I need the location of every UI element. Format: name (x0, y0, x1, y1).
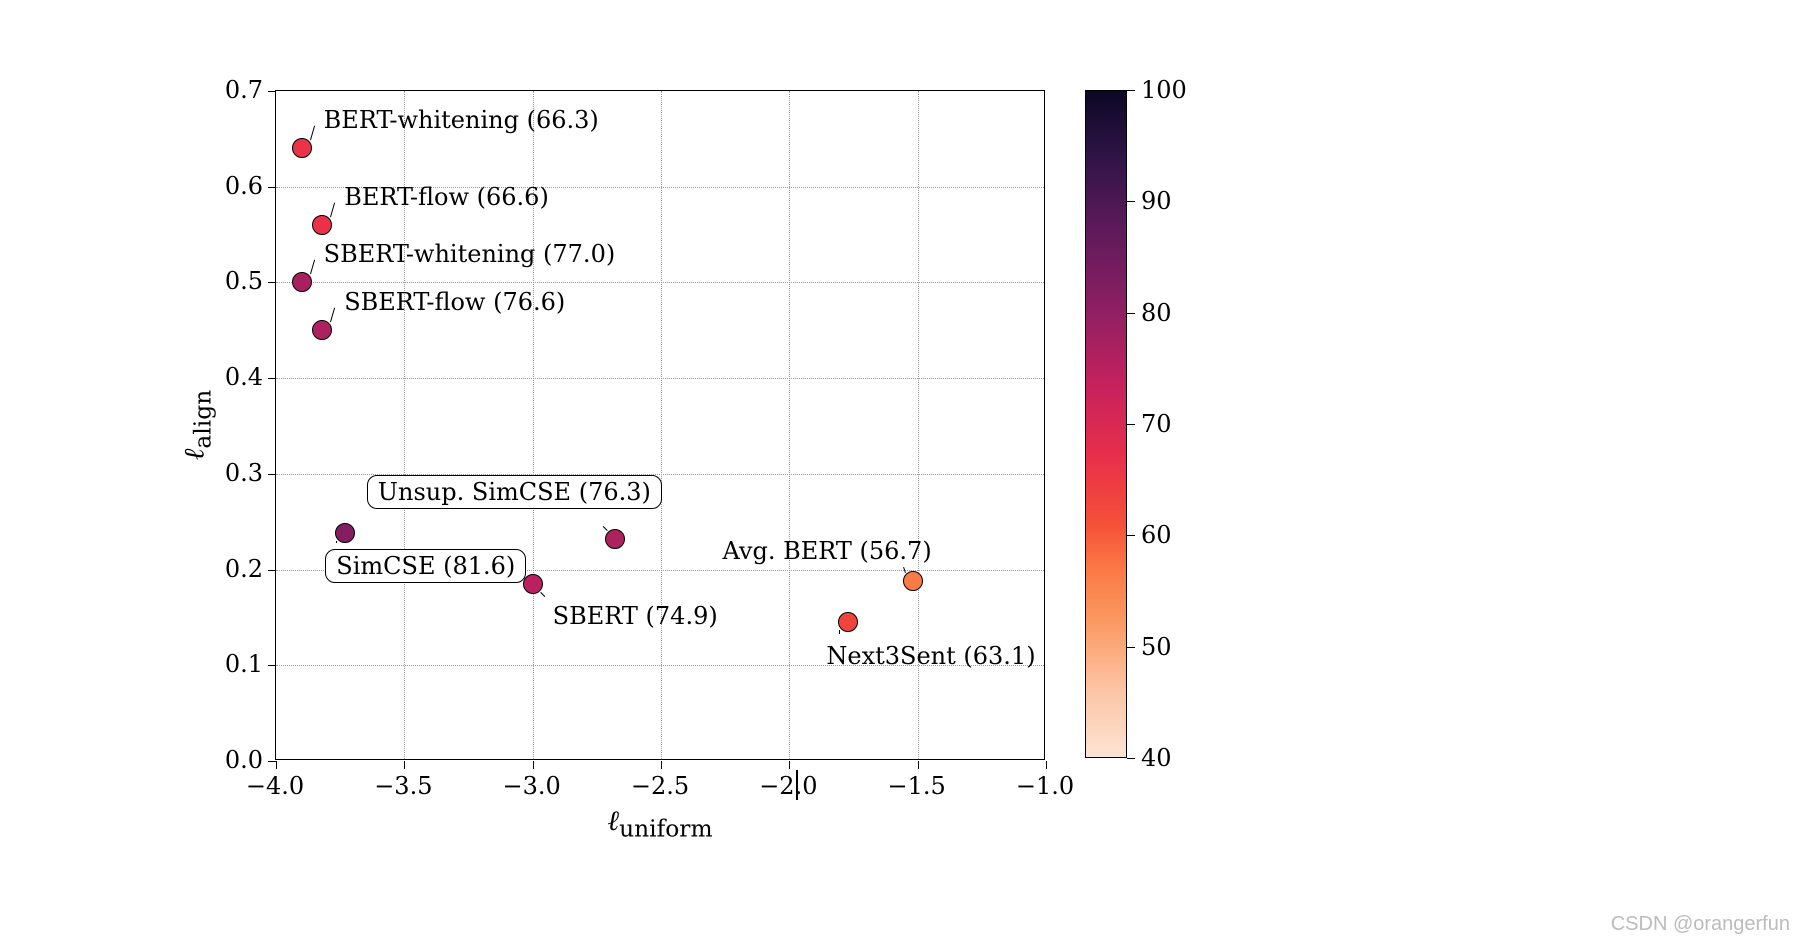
point-label-next3sent: Next3Sent (63.1) (826, 642, 1035, 670)
y-tick-label: 0.3 (225, 459, 263, 487)
x-tick-label: −1.0 (1016, 772, 1074, 800)
colorbar-tick-label: 60 (1141, 521, 1172, 549)
y-axis-label: ℓalign (178, 390, 217, 460)
y-tick (268, 474, 276, 475)
y-tick (268, 91, 276, 92)
point-label-sbert-flow: SBERT-flow (76.6) (344, 288, 565, 316)
y-tick-label: 0.4 (225, 363, 263, 391)
x-tick (1046, 761, 1047, 769)
y-tick-label: 0.6 (225, 172, 263, 200)
colorbar-tick (1127, 201, 1135, 202)
y-tick (268, 761, 276, 762)
colorbar-tick-label: 80 (1141, 299, 1172, 327)
point-simcse (335, 523, 355, 543)
leader-line (310, 260, 315, 274)
grid-line (276, 378, 1044, 379)
watermark: CSDN @orangerfun (1611, 913, 1790, 936)
plot-area: BERT-whitening (66.3) BERT-flow (66.6) SBE… (275, 90, 1045, 760)
x-tick (918, 761, 919, 769)
text-cursor-artifact (796, 770, 798, 800)
point-bert-flow (312, 215, 332, 235)
leader-line (330, 308, 335, 322)
x-tick (533, 761, 534, 769)
colorbar-tick (1127, 535, 1135, 536)
x-tick-label: −4.0 (246, 772, 304, 800)
colorbar-tick (1127, 90, 1135, 91)
colorbar-tick (1127, 758, 1135, 759)
leader-line (839, 630, 840, 634)
point-sbert (523, 574, 543, 594)
y-tick (268, 665, 276, 666)
point-label-sbert-whitening: SBERT-whitening (77.0) (324, 240, 616, 268)
point-sbert-whitening (292, 272, 312, 292)
point-label-sbert: SBERT (74.9) (553, 602, 718, 630)
y-tick (268, 282, 276, 283)
y-tick-label: 0.0 (225, 746, 263, 774)
point-next3sent (838, 612, 858, 632)
y-tick-label: 0.5 (225, 267, 263, 295)
point-unsup-simcse (605, 529, 625, 549)
point-avg-bert (903, 571, 923, 591)
colorbar-tick-label: 100 (1141, 76, 1187, 104)
leader-line (540, 592, 545, 597)
colorbar-tick-label: 50 (1141, 633, 1172, 661)
x-tick (276, 761, 277, 769)
grid-line (661, 91, 662, 759)
colorbar-tick (1127, 313, 1135, 314)
point-label-avg-bert: Avg. BERT (56.7) (723, 537, 932, 565)
y-tick-label: 0.2 (225, 555, 263, 583)
x-axis-label: ℓuniform (607, 804, 712, 843)
grid-line (276, 282, 1044, 283)
grid-line (789, 91, 790, 759)
colorbar-tick-label: 70 (1141, 410, 1172, 438)
y-tick-label: 0.7 (225, 76, 263, 104)
y-tick (268, 187, 276, 188)
leader-line (603, 526, 608, 531)
y-tick (268, 378, 276, 379)
colorbar-tick-label: 90 (1141, 187, 1172, 215)
x-tick (404, 761, 405, 769)
x-tick-label: −2.5 (631, 772, 689, 800)
point-label-bert-whitening: BERT-whitening (66.3) (324, 106, 599, 134)
leader-line (330, 203, 335, 217)
x-tick-label: −3.0 (503, 772, 561, 800)
colorbar-gradient (1085, 90, 1127, 758)
point-sbert-flow (312, 320, 332, 340)
point-label-unsup-simcse: Unsup. SimCSE (76.3) (367, 475, 662, 509)
colorbar-tick (1127, 647, 1135, 648)
x-tick-label: −3.5 (374, 772, 432, 800)
leader-line (903, 567, 906, 573)
x-tick-label: −1.5 (888, 772, 946, 800)
point-label-bert-flow: BERT-flow (66.6) (344, 183, 549, 211)
x-tick (661, 761, 662, 769)
point-label-simcse: SimCSE (81.6) (325, 549, 526, 583)
y-tick-label: 0.1 (225, 650, 263, 678)
leader-line (310, 126, 315, 140)
point-bert-whitening (292, 138, 312, 158)
leader-line (336, 541, 337, 543)
x-tick (789, 761, 790, 769)
colorbar-tick-label: 40 (1141, 744, 1172, 772)
y-tick (268, 570, 276, 571)
chart-root: BERT-whitening (66.3) BERT-flow (66.6) SBE… (0, 0, 1810, 944)
colorbar: 405060708090100 (1085, 90, 1127, 758)
x-tick-label: −2.0 (759, 772, 817, 800)
colorbar-tick (1127, 424, 1135, 425)
